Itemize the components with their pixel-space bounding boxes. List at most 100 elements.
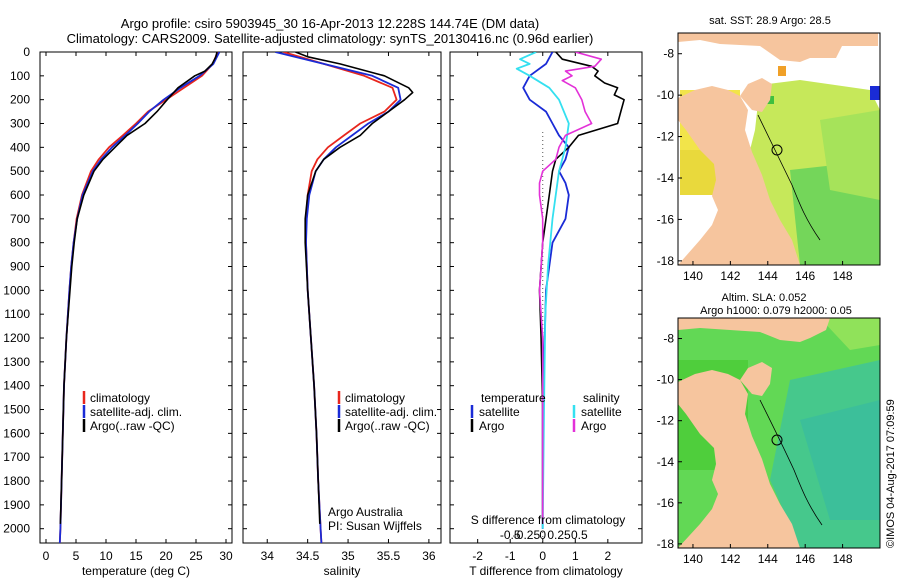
land-cape-york-west (678, 86, 800, 265)
series-satellite-adj-clim (58, 52, 221, 543)
lon-tick-label: 140 (683, 269, 703, 283)
depth-tick-label: 1000 (3, 283, 30, 297)
t-difference-x-label: T difference from climatology (469, 564, 623, 578)
credit-line1: Argo Australia (328, 505, 403, 519)
argo-float-marker (771, 434, 783, 446)
x-tick-label: 5 (73, 549, 80, 563)
lon-tick-label: 148 (833, 269, 853, 283)
s-diff-tick-label: 0.5 (571, 528, 588, 542)
depth-tick-label: 800 (10, 236, 30, 250)
land-cape-york-tip (740, 362, 772, 396)
sla-map-frame (677, 317, 881, 549)
lat-tick-label: -12 (657, 130, 675, 144)
x-tick-label: 1 (572, 549, 579, 563)
depth-tick-label: 900 (10, 260, 30, 274)
sst-field-northeast (820, 110, 880, 200)
depth-tick-label: 700 (10, 212, 30, 226)
lat-tick-label: -12 (657, 414, 675, 428)
x-tick-label: 0 (43, 549, 50, 563)
depth-tick-label: 1600 (3, 426, 30, 440)
temperature-x-axis: 0 5 10 15 20 25 30 (43, 52, 233, 563)
sla-map-title-line2: Argo h1000: 0.079 h2000: 0.05 (700, 305, 852, 317)
depth-axis: 0 100 200 300 400 500 600 700 800 900 1000 1100 1200… (3, 45, 642, 536)
lat-tick-label: -8 (663, 332, 674, 346)
land-cape-york-west (678, 370, 800, 548)
series-argo-raw-qc (59, 52, 218, 524)
x-tick-label: 15 (129, 549, 143, 563)
figure-title-line1: Argo profile: csiro 5903945_30 16-Apr-20… (120, 16, 540, 31)
sst-contour (757, 114, 821, 241)
sst-warm-pixel (778, 66, 786, 76)
x-tick-label: 34 (261, 549, 275, 563)
sst-map-frame (677, 32, 881, 266)
series-climatology (58, 52, 219, 543)
legend-label-satellite: satellite-adj. clim. (345, 405, 437, 419)
sst-map-title: sat. SST: 28.9 Argo: 28.5 (709, 15, 831, 27)
figure-title-line2: Climatology: CARS2009. Satellite-adjuste… (66, 31, 594, 46)
s-diff-tick-label: -0.5 (500, 528, 521, 542)
salinity-legend: climatology satellite-adj. clim. Argo(..… (328, 391, 437, 533)
depth-tick-label: 1300 (3, 355, 30, 369)
lon-tick-label: 148 (833, 552, 853, 566)
x-tick-label: 0 (539, 549, 546, 563)
salinity-x-axis: 34 34.5 35 35.5 36 (261, 52, 436, 563)
x-tick-label: 35 (341, 549, 355, 563)
legend-label-t-satellite: satellite (479, 405, 520, 419)
temperature-legend: climatology satellite-adj. clim. Argo(..… (82, 391, 182, 433)
series-temperature-satellite (522, 52, 570, 529)
land-new-guinea (678, 318, 830, 342)
depth-tick-label: 2000 (3, 522, 30, 536)
depth-tick-label: 100 (10, 69, 30, 83)
series-climatology (283, 52, 398, 543)
x-tick-label: 36 (422, 549, 436, 563)
sla-map-title-line1: Altim. SLA: 0.052 (722, 292, 807, 304)
x-tick-label: -1 (505, 549, 516, 563)
lon-tick-label: 144 (758, 269, 778, 283)
lon-tick-label: 142 (720, 269, 740, 283)
s-difference-x-axis: -0.5-0.25 0 0.25 0.5 (500, 528, 588, 542)
legend-header-salinity: salinity (583, 391, 620, 405)
sla-map-ticks: 140 142 144 146 148 -8 -10 -12 -14 -16 -18 (657, 332, 853, 566)
sla-map (678, 318, 880, 548)
depth-tick-label: 0 (23, 45, 30, 59)
sla-field-east-core (800, 400, 880, 520)
legend-label-t-argo: Argo (479, 419, 505, 433)
difference-panel-frame (449, 51, 643, 544)
lon-tick-label: 146 (795, 552, 815, 566)
credit-line2: PI: Susan Wijffels (328, 519, 422, 533)
salinity-series (275, 52, 414, 543)
legend-label-argo: Argo(..raw -QC) (90, 419, 175, 433)
difference-series (515, 52, 625, 543)
series-salinity-argo (538, 52, 603, 524)
x-tick-label: 35.5 (377, 549, 401, 563)
lat-tick-label: -16 (657, 212, 675, 226)
depth-tick-label: 1400 (3, 379, 30, 393)
sla-contour (759, 399, 823, 526)
x-tick-label: 2 (604, 549, 611, 563)
legend-label-argo: Argo(..raw -QC) (345, 419, 430, 433)
depth-tick-label: 1200 (3, 331, 30, 345)
s-diff-tick-label: 0.25 (547, 528, 571, 542)
temperature-x-label: temperature (deg C) (82, 564, 190, 578)
depth-tick-label: 1100 (4, 307, 30, 321)
sst-map-ticks: 140 142 144 146 148 -8 -10 -12 -14 -16 -18 (657, 47, 853, 283)
legend-label-climatology: climatology (345, 391, 405, 405)
lon-tick-label: 146 (795, 269, 815, 283)
imos-stamp: ©IMOS 04-Aug-2017 07:09:59 (885, 399, 897, 548)
legend-label-climatology: climatology (90, 391, 150, 405)
depth-tick-label: 300 (10, 117, 30, 131)
s-diff-tick-label: 0 (539, 528, 546, 542)
series-argo-raw-qc (295, 52, 414, 524)
depth-tick-label: 1900 (3, 498, 30, 512)
legend-label-s-satellite: satellite (581, 405, 622, 419)
x-tick-label: 10 (99, 549, 113, 563)
x-tick-label: 30 (219, 549, 233, 563)
x-tick-label: 34.5 (296, 549, 320, 563)
depth-tick-label: 1500 (3, 403, 30, 417)
depth-tick-label: 1800 (3, 474, 30, 488)
legend-header-temperature: temperature (481, 391, 546, 405)
temperature-series (58, 52, 221, 543)
sst-blue-pixel (870, 86, 880, 100)
series-salinity-satellite (515, 52, 570, 529)
